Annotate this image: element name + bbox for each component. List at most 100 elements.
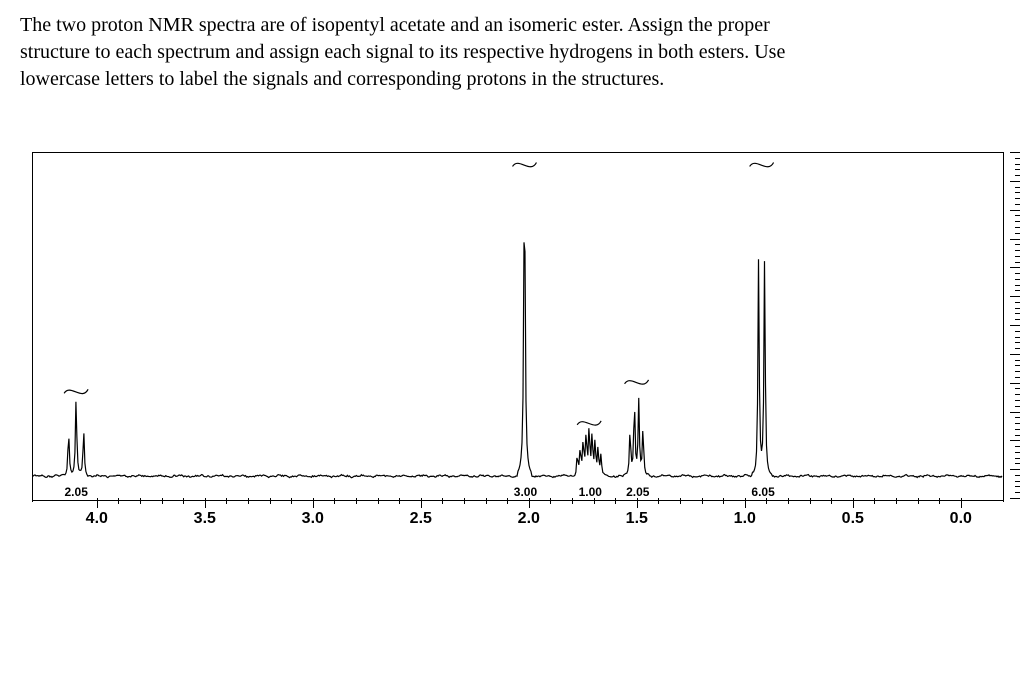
ruler-tick-short — [1015, 463, 1020, 464]
ruler-tick-short — [1015, 319, 1020, 320]
axis-tick-minor — [874, 498, 875, 504]
ruler-tick-short — [1015, 337, 1020, 338]
ruler-tick-long — [1010, 325, 1020, 326]
ruler-tick-short — [1015, 262, 1020, 263]
ruler-tick-short — [1015, 192, 1020, 193]
axis-tick-major — [637, 498, 639, 508]
axis-tick-minor — [399, 498, 400, 504]
axis-tick-label: 3.0 — [302, 510, 324, 528]
ruler-tick-short — [1015, 481, 1020, 482]
ruler-tick-short — [1015, 227, 1020, 228]
ruler-tick-short — [1015, 360, 1020, 361]
ruler-tick-short — [1015, 458, 1020, 459]
axis-tick-minor — [356, 498, 357, 504]
ruler-tick-short — [1015, 331, 1020, 332]
ruler-tick-short — [1015, 365, 1020, 366]
axis-tick-major — [421, 498, 423, 508]
axis-tick-minor — [766, 498, 767, 504]
axis-tick-minor — [486, 498, 487, 504]
ruler-tick-short — [1015, 250, 1020, 251]
ruler-tick-long — [1010, 296, 1020, 297]
x-axis-ticks: 4.03.53.02.52.01.51.00.50.0 — [32, 498, 1004, 526]
ruler-tick-short — [1015, 169, 1020, 170]
question-line-2: structure to each spectrum and assign ea… — [20, 41, 785, 63]
ruler-tick-long — [1010, 267, 1020, 268]
axis-tick-label: 0.0 — [950, 510, 972, 528]
axis-tick-minor — [334, 498, 335, 504]
axis-tick-label: 2.5 — [410, 510, 432, 528]
axis-tick-major — [205, 498, 207, 508]
ruler-tick-short — [1015, 302, 1020, 303]
axis-tick-minor — [118, 498, 119, 504]
ruler-tick-short — [1015, 446, 1020, 447]
axis-tick-minor — [788, 498, 789, 504]
axis-tick-minor — [550, 498, 551, 504]
axis-tick-minor — [594, 498, 595, 504]
ruler-tick-short — [1015, 492, 1020, 493]
axis-tick-minor — [291, 498, 292, 504]
question-line-3: lowercase letters to label the signals a… — [20, 68, 664, 90]
ruler-tick-short — [1015, 429, 1020, 430]
axis-tick-major — [97, 498, 99, 508]
right-ruler — [1008, 152, 1020, 500]
axis-tick-major — [745, 498, 747, 508]
ruler-tick-short — [1015, 394, 1020, 395]
axis-tick-minor — [442, 498, 443, 504]
axis-tick-minor — [140, 498, 141, 504]
ruler-tick-short — [1015, 175, 1020, 176]
question-text: The two proton NMR spectra are of isopen… — [20, 12, 1004, 93]
ruler-tick-short — [1015, 377, 1020, 378]
axis-tick-minor — [723, 498, 724, 504]
axis-tick-major — [853, 498, 855, 508]
ruler-tick-short — [1015, 164, 1020, 165]
axis-tick-minor — [572, 498, 573, 504]
ruler-tick-short — [1015, 221, 1020, 222]
axis-tick-minor — [162, 498, 163, 504]
ruler-tick-short — [1015, 388, 1020, 389]
ruler-tick-short — [1015, 158, 1020, 159]
ruler-tick-short — [1015, 233, 1020, 234]
integration-label: 6.05 — [751, 485, 774, 499]
axis-tick-minor — [464, 498, 465, 504]
axis-tick-minor — [658, 498, 659, 504]
axis-tick-minor — [918, 498, 919, 504]
axis-tick-label: 1.5 — [626, 510, 648, 528]
ruler-tick-short — [1015, 290, 1020, 291]
integration-label: 2.05 — [626, 485, 649, 499]
ruler-tick-long — [1010, 210, 1020, 211]
ruler-tick-short — [1015, 348, 1020, 349]
axis-tick-label: 0.5 — [842, 510, 864, 528]
axis-tick-minor — [831, 498, 832, 504]
axis-tick-label: 2.0 — [518, 510, 540, 528]
axis-tick-label: 3.5 — [194, 510, 216, 528]
axis-tick-minor — [810, 498, 811, 504]
axis-tick-minor — [226, 498, 227, 504]
nmr-spectrum-trace — [33, 153, 1003, 502]
ruler-tick-long — [1010, 354, 1020, 355]
axis-tick-major — [529, 498, 531, 508]
ruler-tick-short — [1015, 406, 1020, 407]
axis-tick-minor — [939, 498, 940, 504]
axis-tick-minor — [507, 498, 508, 504]
ruler-tick-long — [1010, 181, 1020, 182]
ruler-tick-long — [1010, 239, 1020, 240]
ruler-tick-long — [1010, 440, 1020, 441]
ruler-tick-short — [1015, 400, 1020, 401]
ruler-tick-short — [1015, 313, 1020, 314]
ruler-tick-short — [1015, 273, 1020, 274]
ruler-tick-short — [1015, 244, 1020, 245]
axis-tick-minor — [702, 498, 703, 504]
axis-tick-minor — [248, 498, 249, 504]
axis-tick-minor — [680, 498, 681, 504]
axis-tick-major — [313, 498, 315, 508]
ruler-tick-short — [1015, 423, 1020, 424]
axis-tick-label: 4.0 — [86, 510, 108, 528]
ruler-tick-long — [1010, 383, 1020, 384]
axis-tick-minor — [615, 498, 616, 504]
axis-tick-minor — [183, 498, 184, 504]
nmr-spectrum-frame: 2.053.001.002.056.05 — [32, 152, 1004, 502]
ruler-tick-short — [1015, 285, 1020, 286]
ruler-tick-short — [1015, 452, 1020, 453]
ruler-tick-short — [1015, 215, 1020, 216]
ruler-tick-short — [1015, 417, 1020, 418]
